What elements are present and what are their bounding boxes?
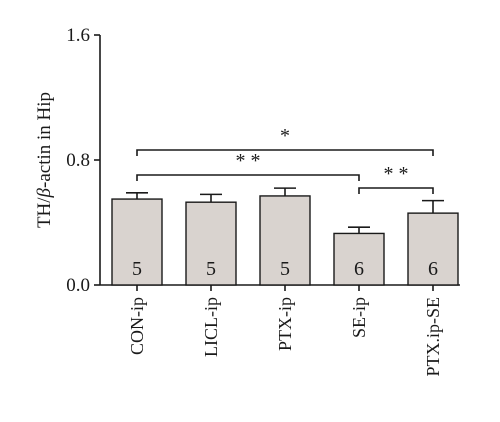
y-axis-label: TH/β-actin in Hip [34, 92, 55, 228]
significance-label: * [280, 125, 290, 147]
significance-label: * * [236, 150, 261, 172]
x-tick-label: SE-ip [349, 297, 369, 338]
y-tick-label: 0.8 [66, 150, 90, 171]
bar [407, 212, 459, 286]
significance-label: * * [384, 163, 409, 185]
sample-size-label: 6 [428, 258, 438, 280]
x-tick-label: PTX-ip [275, 297, 295, 351]
x-tick-label: LICL-ip [201, 297, 221, 357]
x-tick-label: CON-ip [127, 297, 147, 355]
sample-size-label: 5 [132, 258, 142, 280]
bar [333, 232, 385, 286]
bar [259, 195, 311, 286]
sample-size-label: 6 [354, 258, 364, 280]
x-tick-label: PTX.ip-SE [423, 297, 443, 377]
significance-bracket [136, 149, 434, 156]
y-axis-label-symbol: β [34, 187, 55, 198]
sample-size-label: 5 [206, 258, 216, 280]
y-axis-label-suffix: -actin in Hip [34, 92, 55, 188]
y-tick-label: 1.6 [66, 25, 90, 46]
significance-bracket [358, 187, 434, 194]
svg-text:TH/β-actin in Hip: TH/β-actin in Hip [34, 92, 55, 228]
y-tick-label: 0.0 [66, 275, 90, 296]
plot-area: 0.0 0.8 1.6 5 CON-ip 5 LICL-ip 5 PTX-ip 6 SE-ip 6 PT… [66, 25, 460, 377]
sample-size-label: 5 [280, 258, 290, 280]
significance-bracket [136, 174, 360, 181]
bar [111, 198, 163, 286]
y-axis-label-prefix: TH/ [34, 197, 55, 228]
